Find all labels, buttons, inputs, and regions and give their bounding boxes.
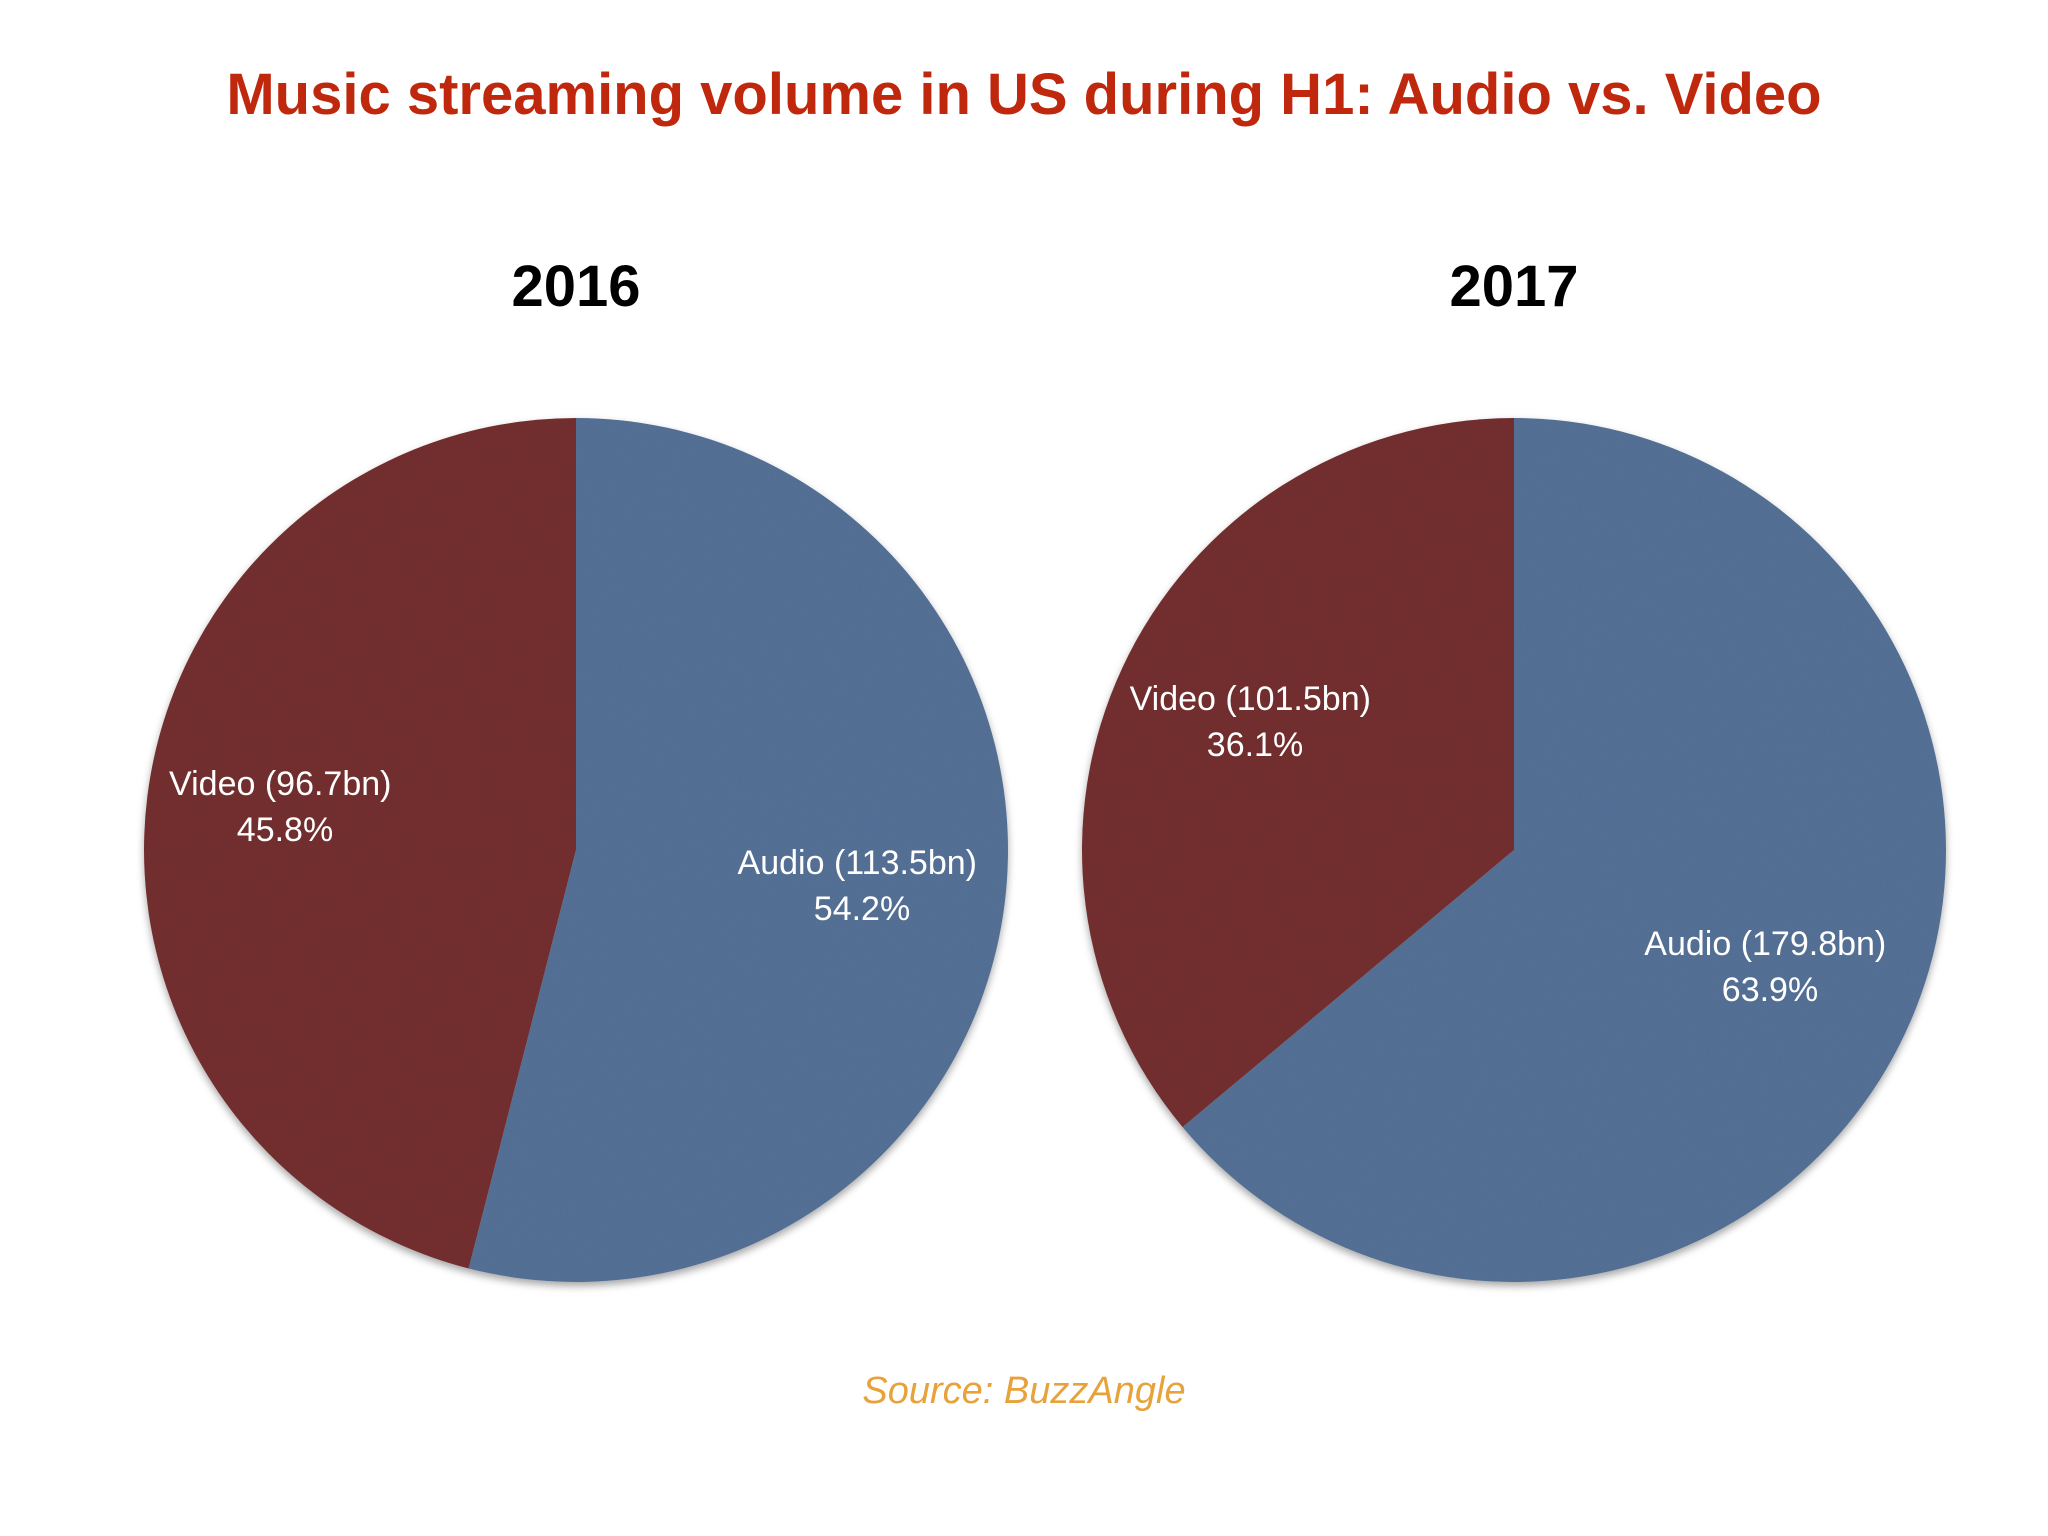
slice-label-video-2016: Video (96.7bn) 45.8% [169, 765, 401, 849]
pie-chart-2016: 2016 Video (96.7bn) 45.8% Audio (113.5bn… [143, 254, 1008, 1282]
chart-title-2016: 2016 [511, 254, 640, 319]
pie-slice-audio-2016 [468, 418, 1008, 1282]
source-note: Source: BuzzAngle [862, 1370, 1186, 1412]
pie-slice-video-2016 [143, 418, 576, 1269]
chart-title-2017: 2017 [1449, 254, 1578, 319]
slice-label-video-2017: Video (101.5bn) 36.1% [1130, 680, 1381, 764]
page-title: Music streaming volume in US during H1: … [226, 62, 1822, 127]
slice-label-audio-2016: Audio (113.5bn) 54.2% [738, 844, 987, 928]
pie-chart-2017: 2017 Video (101.5bn) 36.1% Audio (179.8b… [1082, 254, 1947, 1282]
pie-slice-audio-2017 [1182, 418, 1947, 1282]
slice-label-audio-2017: Audio (179.8bn) 63.9% [1644, 925, 1895, 1009]
pie-slice-video-2017 [1082, 418, 1514, 1128]
